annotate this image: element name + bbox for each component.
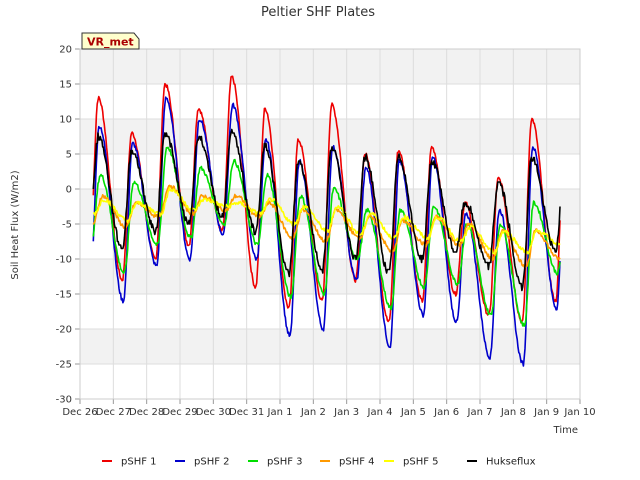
x-tick-label: Jan 5 [400, 407, 426, 418]
legend-label: pSHF 5 [403, 457, 439, 468]
legend-label: Hukseflux [486, 457, 536, 468]
legend-label: pSHF 2 [194, 457, 230, 468]
y-axis-ticks: -30 -25 -20 -15 -10 -5 0 5 10 15 20 [56, 45, 80, 406]
y-tick-label: 15 [59, 80, 72, 91]
y-axis-title: Soil Heat Flux (W/m2) [10, 170, 21, 279]
x-tick-label: Dec 30 [196, 407, 231, 418]
x-tick-label: Jan 9 [533, 407, 559, 418]
y-tick-label: 10 [59, 115, 72, 126]
x-tick-label: Jan 4 [367, 407, 393, 418]
x-tick-label: Jan 3 [333, 407, 359, 418]
plot-band [80, 49, 580, 84]
x-tick-label: Dec 27 [96, 407, 131, 418]
y-tick-label: -25 [56, 360, 72, 371]
legend-label: pSHF 1 [121, 457, 157, 468]
y-tick-label: 0 [66, 185, 72, 196]
series-layer [92, 75, 561, 367]
y-tick-label: -20 [56, 325, 72, 336]
x-tick-label: Dec 28 [129, 407, 164, 418]
site-badge-label: VR_met [87, 36, 134, 49]
plot-band [80, 294, 580, 329]
plot-frame [79, 48, 581, 400]
x-tick-label: Jan 2 [300, 407, 326, 418]
x-tick-label: Jan 6 [433, 407, 459, 418]
x-tick-label: Jan 10 [563, 407, 595, 418]
y-tick-label: 20 [59, 45, 72, 56]
y-tick-label: -30 [56, 395, 72, 406]
x-tick-label: Jan 1 [267, 407, 293, 418]
legend-label: pSHF 3 [267, 457, 303, 468]
x-tick-label: Dec 29 [162, 407, 197, 418]
x-tick-label: Jan 7 [467, 407, 493, 418]
series-line-hukseflux [92, 128, 561, 292]
y-tick-label: -5 [62, 220, 72, 231]
legend-label: pSHF 4 [339, 457, 375, 468]
x-tick-label: Dec 31 [229, 407, 264, 418]
site-badge: VR_met [81, 32, 140, 50]
plot-band [80, 329, 580, 364]
chart-title: Peltier SHF Plates [261, 5, 375, 20]
y-tick-label: 5 [66, 150, 72, 161]
x-tick-label: Jan 8 [500, 407, 526, 418]
series-line-pshf-3 [92, 146, 561, 327]
x-tick-label: Dec 26 [62, 407, 97, 418]
x-axis-title: Time [553, 425, 578, 436]
plot-band [80, 364, 580, 399]
legend: pSHF 1 pSHF 2 pSHF 3 pSHF 4 pSHF 5 Hukseflux [102, 457, 536, 468]
series-line-pshf-4 [92, 184, 561, 269]
y-tick-label: -10 [56, 255, 72, 266]
y-tick-label: -15 [56, 290, 72, 301]
